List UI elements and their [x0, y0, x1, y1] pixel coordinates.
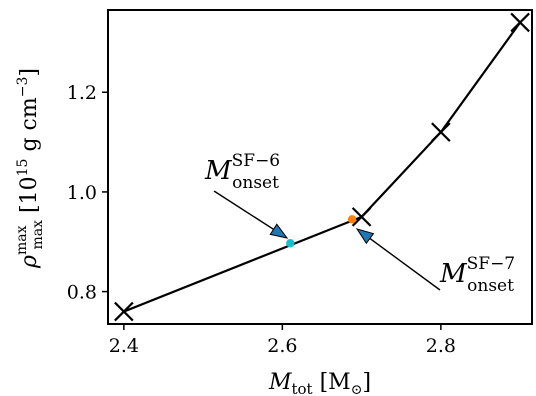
x-axis-label-unit-close: ] [362, 370, 371, 395]
annotation-sf6-main: M [204, 156, 233, 186]
x-axis-label-unit-sub: ⊙ [351, 382, 363, 396]
x-marker [511, 13, 529, 31]
onset-point-sf7 [348, 215, 356, 223]
annotation-sf7-main: M [439, 259, 468, 289]
y-axis-label-unit-exp2: −3 [15, 77, 31, 98]
y-axis-label-sub: max [30, 220, 46, 250]
x-marker [432, 123, 450, 141]
y-axis-label: ρmaxmax [1015 g cm−3] [14, 68, 46, 269]
annotation-sf6-arrow [214, 191, 287, 238]
y-tick-label: 1.2 [67, 82, 97, 104]
x-tick-label: 2.4 [109, 335, 139, 357]
annotation-sf7-arrow [357, 229, 440, 290]
x-axis-label-unit: [M [320, 370, 351, 395]
y-axis-label-main: ρ [17, 255, 42, 269]
x-axis-label-main: M [268, 370, 292, 395]
annotation-sf6-sup: SF−6 [232, 151, 281, 171]
x-axis-label: Mtot [M⊙] [268, 370, 371, 396]
y-tick-label: 1.0 [67, 182, 97, 204]
y-axis-label-unit-close: ] [17, 68, 42, 77]
y-axis-label-unit-open: [10 [17, 176, 42, 213]
annotation-sf7-sup: SF−7 [467, 254, 516, 274]
annotation-sf7-label: MSF−7 onset [439, 254, 515, 296]
y-tick-label: 0.8 [67, 282, 97, 304]
y-axis-label-unit-exp: 15 [15, 159, 31, 177]
y-axis-label-sup: max [14, 225, 30, 255]
y-axis-label-unit-mid: g cm [17, 97, 42, 158]
x-marker [115, 303, 133, 321]
x-tick-label: 2.8 [426, 335, 456, 357]
onset-point-sf6 [286, 239, 294, 247]
annotation-sf7-sub: onset [467, 276, 514, 296]
annotation-sf6-sub: onset [232, 173, 279, 193]
annotation-sf6-label: MSF−6 onset [204, 151, 280, 193]
x-axis-label-sub: tot [292, 380, 313, 396]
x-tick-label: 2.6 [267, 335, 297, 357]
